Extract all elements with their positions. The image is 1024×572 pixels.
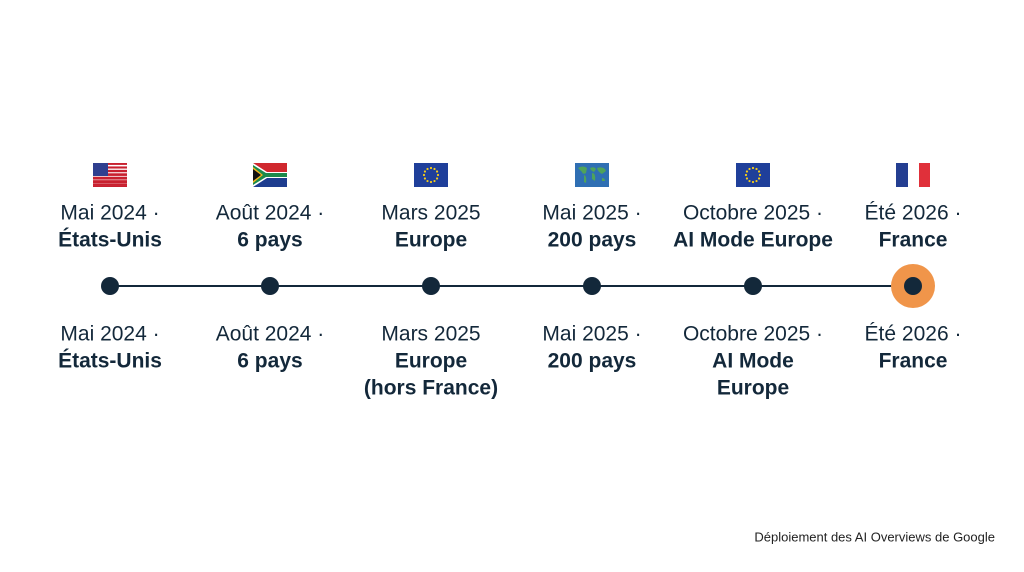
flag-part (745, 177, 749, 180)
flag-part (93, 163, 127, 165)
bottom-place: (hors France) (364, 377, 498, 400)
flag-part (433, 179, 436, 183)
flag-part (93, 170, 127, 173)
flag-part (429, 166, 433, 170)
flag-part (755, 167, 758, 171)
flag-part (435, 177, 439, 180)
flag-part (93, 163, 108, 176)
bottom-place: AI Mode (712, 350, 794, 373)
bottom-place: Europe (717, 377, 789, 400)
flag-part (745, 170, 749, 173)
top-place: France (879, 229, 948, 252)
top-date: Octobre 2025 · (683, 202, 823, 225)
flag-part (755, 179, 758, 183)
flag-part (748, 179, 751, 183)
flag-part (896, 163, 908, 187)
top-date: Été 2026 · (865, 202, 962, 225)
flag-part (736, 163, 770, 187)
flag-part (93, 185, 127, 187)
flag-part (751, 180, 755, 184)
timeline-dot (583, 277, 601, 295)
flag-part (748, 167, 751, 171)
top-place: AI Mode Europe (673, 229, 833, 252)
flag-part (433, 167, 436, 171)
top-date: Mai 2025 · (542, 202, 641, 225)
flag (414, 163, 448, 187)
bottom-place: France (879, 350, 948, 373)
caption: Déploiement des AI Overviews de Google (754, 529, 995, 544)
timeline-dot (904, 277, 922, 295)
bottom-place: Europe (395, 350, 467, 373)
top-place: 200 pays (548, 229, 637, 252)
flag (736, 163, 770, 187)
flag-part (578, 166, 606, 183)
bottom-date: Octobre 2025 · (683, 323, 823, 346)
bottom-date: Mai 2025 · (542, 323, 641, 346)
flag-part (757, 177, 761, 180)
flag (253, 163, 287, 187)
top-date: Mai 2024 · (60, 202, 159, 225)
bottom-date: Mars 2025 (381, 323, 480, 346)
bottom-place: 6 pays (237, 350, 302, 373)
top-date: Août 2024 · (216, 202, 325, 225)
top-place: États-Unis (58, 229, 162, 252)
flag-part (758, 173, 762, 177)
flag-part (93, 183, 127, 186)
flag-part (423, 177, 427, 180)
flag-part (93, 168, 127, 171)
flag-part (93, 166, 127, 169)
flag-part (423, 170, 427, 173)
flag-part (93, 176, 127, 179)
flag-part (757, 170, 761, 173)
flag-part (751, 166, 755, 170)
bottom-date: Été 2026 · (865, 323, 962, 346)
flag-part (253, 169, 261, 181)
flag-part (436, 173, 440, 177)
flag-part (422, 173, 426, 177)
flag-part (93, 181, 127, 184)
flag-part (414, 163, 448, 187)
timeline-dot (422, 277, 440, 295)
flag-part (93, 172, 127, 175)
flag-part (426, 167, 429, 171)
flag (896, 163, 930, 187)
flag-part (93, 174, 127, 176)
flag-part (93, 177, 127, 180)
bottom-place: 200 pays (548, 350, 637, 373)
flag-part (744, 173, 748, 177)
flag-part (253, 165, 287, 185)
flag-part (93, 180, 127, 182)
flag-part (435, 170, 439, 173)
flag-part (426, 179, 429, 183)
top-place: Europe (395, 229, 467, 252)
flag-part (93, 164, 127, 167)
bottom-place: États-Unis (58, 350, 162, 373)
flag (93, 163, 127, 189)
flag (575, 163, 609, 187)
bottom-date: Mai 2024 · (60, 323, 159, 346)
timeline-dot (744, 277, 762, 295)
flag-part (93, 187, 127, 189)
flag-part (908, 163, 919, 187)
top-place: 6 pays (237, 229, 302, 252)
timeline-dot (101, 277, 119, 295)
flag-part (919, 163, 930, 187)
bottom-date: Août 2024 · (216, 323, 325, 346)
timeline-dot (261, 277, 279, 295)
flag-part (429, 180, 433, 184)
top-date: Mars 2025 (381, 202, 480, 225)
